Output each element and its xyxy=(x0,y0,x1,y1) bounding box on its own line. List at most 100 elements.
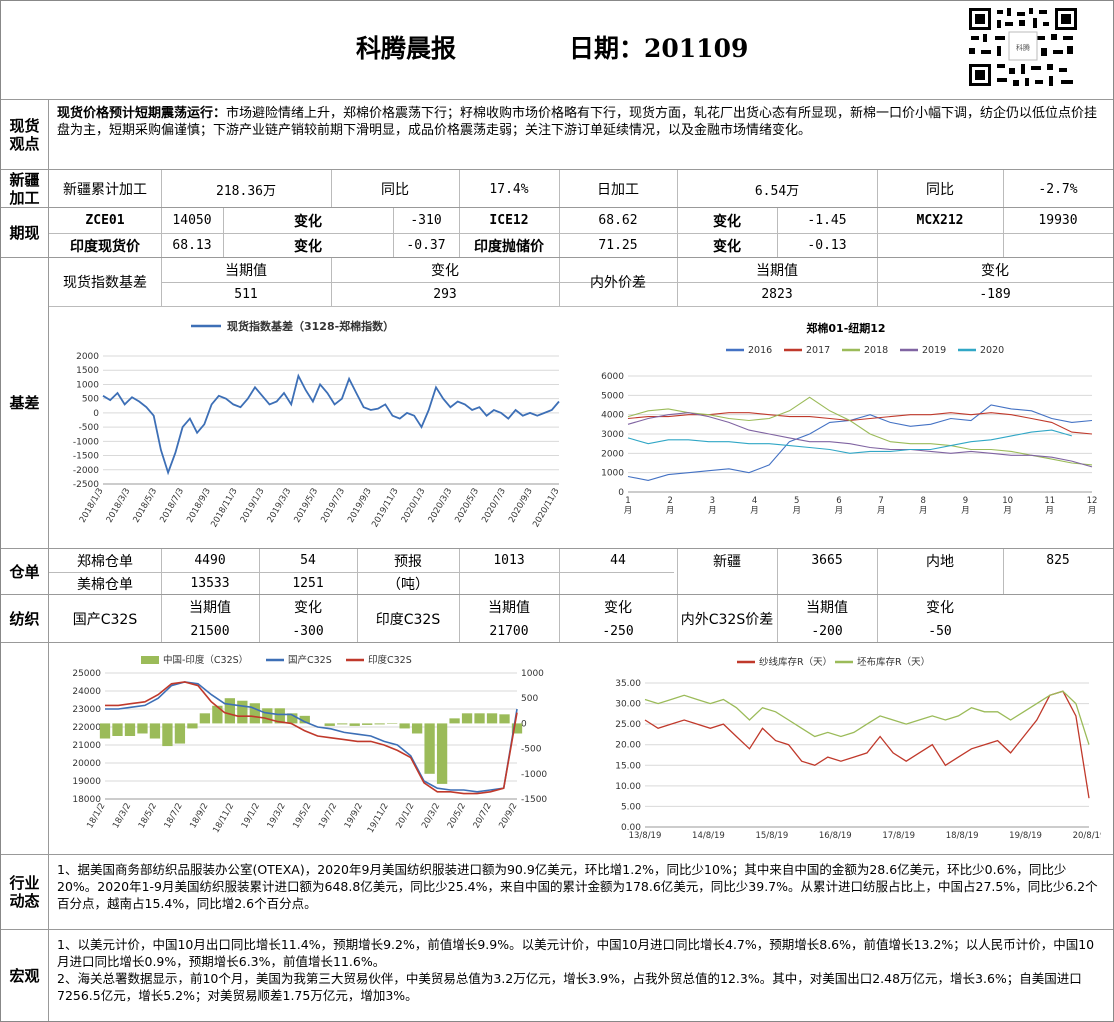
spread-cur-value: 2823 xyxy=(761,286,793,302)
y2-tick-label: 1000 xyxy=(521,669,544,679)
india-spot-value: 68.13 xyxy=(172,238,212,253)
bar-mark xyxy=(224,698,235,724)
bar-mark xyxy=(287,713,298,724)
y2-tick-label: 500 xyxy=(521,694,538,704)
section-label-basis: 基差 xyxy=(1,258,49,548)
y-tick-label: 30.00 xyxy=(615,700,641,710)
x-tick-label: 2018/3/3 xyxy=(105,487,133,525)
y-tick-label: 500 xyxy=(82,395,99,405)
domestic-value: 21500 xyxy=(190,623,230,639)
x-tick-label: 7 xyxy=(878,496,883,506)
x-tick-label: 18/3/2 xyxy=(111,802,133,831)
x-tick-label: 18/9/2 xyxy=(188,802,210,831)
spread-c32s-change: -50 xyxy=(928,623,952,639)
chart-title: 现货指数基差（3128-郑棉指数） xyxy=(227,319,394,333)
bar-mark xyxy=(399,723,410,729)
x-tick-label: 6 xyxy=(836,496,841,506)
india-spot-change-label: 变化 xyxy=(294,238,322,255)
zce01-change-label: 变化 xyxy=(294,213,322,230)
y2-tick-label: 0 xyxy=(521,719,527,729)
spot-view-text: 现货价格预计短期震荡运行：市场避险情绪上升，郑棉价格震荡下行；籽棉收购市场价格略… xyxy=(57,105,1105,139)
xj-yoy2-value: -2.7% xyxy=(1038,181,1078,197)
basis-chg-header: 变化 xyxy=(431,263,459,279)
x-tick-label: 2020/1/3 xyxy=(400,487,428,525)
x-tick-label: 月 xyxy=(750,506,759,516)
y-tick-label: 4000 xyxy=(601,411,624,421)
bar-mark xyxy=(199,713,211,724)
x-tick-label: 19/3/2 xyxy=(266,802,288,831)
spread-c32s-cur-header: 当期值 xyxy=(806,600,848,616)
x-tick-label: 19/5/2 xyxy=(291,802,313,831)
ice12-change-label: 变化 xyxy=(713,213,741,230)
y-tick-label: 6000 xyxy=(601,372,624,382)
india-change: -250 xyxy=(602,623,634,639)
zz-warehouse-value: 4490 xyxy=(194,553,226,568)
textile-charts-row: 25000 24000 23000 22000 21000 20000 19000 18000… xyxy=(1,643,1113,855)
bar-mark xyxy=(436,723,448,784)
section-label-textile: 纺织 xyxy=(1,595,49,642)
domestic-c32s-label: 国产C32S xyxy=(72,612,138,628)
bar-mark xyxy=(237,700,248,724)
xinjiang-label: 新疆 xyxy=(713,553,741,570)
bar-mark xyxy=(112,723,123,736)
forecast-value: 1013 xyxy=(493,553,525,568)
zz-warehouse-label: 郑棉仓单 xyxy=(77,553,133,570)
bar-mark xyxy=(486,713,498,724)
india-reserve-value: 71.25 xyxy=(598,238,638,253)
bar-mark xyxy=(362,723,373,725)
x-tick-label: 20/9/2 xyxy=(497,802,519,831)
bar-mark xyxy=(374,723,385,725)
y-tick-label: 20.00 xyxy=(615,741,641,751)
bar-mark xyxy=(187,723,198,729)
y2-tick-label: -1500 xyxy=(521,795,547,805)
india-c32s-label: 印度C32S xyxy=(375,612,441,628)
y-tick-label: -2000 xyxy=(73,466,99,476)
y-tick-label: 5000 xyxy=(601,391,624,401)
x-tick-label: 月 xyxy=(961,506,970,516)
x-tick-label: 月 xyxy=(877,506,886,516)
series-line-纱线库存R（天） xyxy=(644,690,1090,799)
y2-tick-label: -1000 xyxy=(521,770,547,780)
spread-chg-header: 变化 xyxy=(981,263,1009,279)
y-tick-label: 25000 xyxy=(72,669,101,679)
bar-mark xyxy=(162,723,173,747)
macro-paragraph-1: 1、以美元计价，中国10月出口同比增长11.4%，预期增长9.2%，前值增长9.… xyxy=(57,937,1095,969)
basis-spot-index-label: 现货指数基差 xyxy=(63,275,147,291)
x-tick-label: 12 xyxy=(1087,496,1098,506)
basis-row: 基差 现货指数基差 当期值 变化 511 293 内外价差 当期值 变化 282… xyxy=(1,258,1113,549)
ice12-change: -1.45 xyxy=(807,213,847,228)
forecast-label: 预报 xyxy=(394,553,422,570)
x-tick-label: 19/1/2 xyxy=(240,802,262,831)
x-tick-label: 19/7/2 xyxy=(317,802,339,831)
y-tick-label: 0 xyxy=(93,409,99,419)
x-tick-label: 2019/9/3 xyxy=(346,487,374,525)
x-tick-label: 2 xyxy=(667,496,672,506)
x-tick-label: 18/8/19 xyxy=(946,831,979,841)
x-tick-label: 2018/7/3 xyxy=(158,487,186,525)
legend-swatch xyxy=(141,656,159,664)
domestic-cur-header: 当期值 xyxy=(189,600,231,616)
y-tick-label: 10.00 xyxy=(615,782,641,792)
x-tick-label: 月 xyxy=(708,506,717,516)
x-tick-label: 13/8/19 xyxy=(629,831,662,841)
basis-cur-value: 511 xyxy=(234,286,258,302)
series-line-印度C32S xyxy=(105,681,518,795)
bar-mark xyxy=(474,713,485,724)
y-tick-label: 1000 xyxy=(601,469,624,479)
y-tick-label: 21000 xyxy=(72,741,101,751)
bar-mark xyxy=(274,708,285,724)
domestic-chg-header: 变化 xyxy=(294,600,322,616)
forecast-change: 44 xyxy=(610,553,626,568)
bar-mark xyxy=(137,723,148,734)
y-tick-label: 0.00 xyxy=(621,823,641,833)
section-label-spot-view: 现货 观点 xyxy=(1,100,49,169)
legend-label: 2017 xyxy=(806,345,830,356)
india-chg-header: 变化 xyxy=(604,600,632,616)
us-warehouse-label: 美棉仓单 xyxy=(77,576,133,593)
mcx212-value: 19930 xyxy=(1038,213,1078,228)
y-tick-label: 19000 xyxy=(72,777,101,787)
x-tick-label: 9 xyxy=(963,496,968,506)
spread-cur-header: 当期值 xyxy=(756,263,798,279)
xinjiang-value: 3665 xyxy=(811,553,843,568)
